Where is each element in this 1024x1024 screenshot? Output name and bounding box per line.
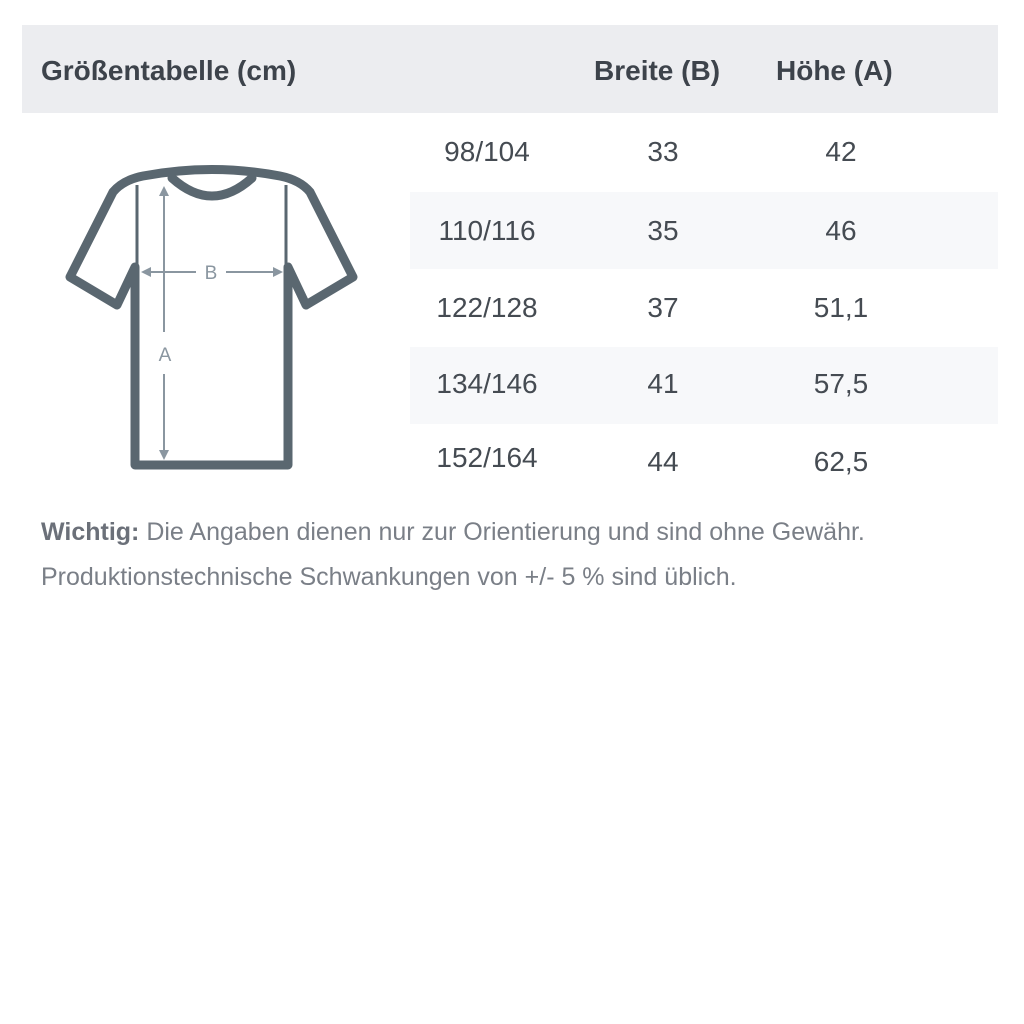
note-line-2: Produktionstechnische Schwankungen von +…: [41, 563, 737, 591]
row-stripe: [410, 192, 998, 269]
cell-size: 152/164: [436, 442, 538, 473]
cell-size: 98/104: [444, 136, 530, 167]
page-title: Größentabelle (cm): [41, 55, 297, 86]
note-text: Die Angaben dienen nur zur Orientierung …: [139, 518, 865, 546]
cell-height: 51,1: [813, 292, 869, 323]
cell-height: 46: [825, 215, 857, 246]
cell-width: 41: [647, 368, 679, 399]
cell-height: 62,5: [813, 446, 869, 477]
column-header-height: Höhe (A): [776, 55, 893, 86]
table-header: Größentabelle (cm) Breite (B) Höhe (A): [22, 25, 998, 113]
cell-height: 42: [825, 136, 857, 167]
label-b: B: [205, 263, 218, 284]
cell-width: 37: [647, 292, 679, 323]
cell-height: 57,5: [813, 368, 869, 399]
cell-width: 33: [647, 136, 679, 167]
row-stripe: [410, 347, 998, 424]
tshirt-diagram-icon: B A: [65, 165, 358, 470]
note-line-1: Wichtig: Die Angaben dienen nur zur Orie…: [41, 518, 865, 547]
note-label: Wichtig:: [41, 518, 140, 546]
cell-size: 110/116: [438, 215, 536, 246]
cell-width: 44: [647, 446, 679, 477]
cell-size: 122/128: [436, 292, 538, 323]
label-a: A: [159, 345, 172, 366]
cell-size: 134/146: [436, 368, 538, 399]
cell-width: 35: [647, 215, 679, 246]
column-header-width: Breite (B): [594, 55, 721, 86]
